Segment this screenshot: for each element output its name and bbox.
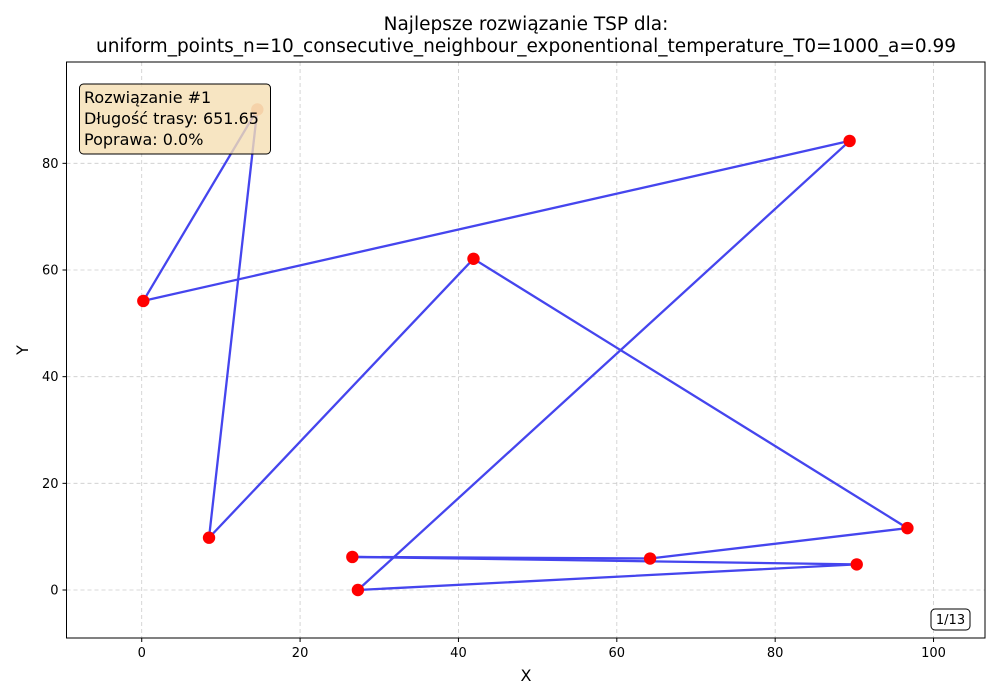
x-tick-label: 80	[767, 646, 784, 661]
x-tick-label: 40	[450, 646, 467, 661]
city-point	[467, 252, 480, 265]
city-point	[351, 583, 365, 597]
frame-counter-background	[930, 608, 971, 631]
city-point	[202, 531, 216, 544]
city-point	[137, 294, 150, 308]
info-box-background	[79, 83, 271, 155]
city-point	[643, 552, 657, 565]
y-axis-ticks: 0 20 40 60 80	[42, 157, 67, 599]
route-segment	[356, 139, 851, 592]
info-box-improvement: Poprawa: 0.0%	[84, 130, 203, 149]
route-segment	[472, 257, 909, 530]
route-segment	[207, 108, 259, 539]
x-tick-label: 60	[609, 646, 626, 661]
route-segment	[142, 139, 851, 303]
y-tick-label: 80	[42, 157, 59, 172]
info-box-length: Długość trasy: 651.65	[84, 109, 259, 128]
city-points	[137, 103, 914, 597]
frame-counter: 1/13	[930, 608, 971, 631]
chart-title-line1: Najlepsze rozwiązanie TSP dla:	[384, 14, 669, 35]
city-point	[850, 558, 863, 571]
chart-title-line2: uniform_points_n=10_consecutive_neighbou…	[96, 36, 956, 57]
y-tick-label: 60	[42, 264, 59, 279]
city-point	[843, 134, 856, 148]
city-point	[346, 550, 359, 564]
x-tick-label: 20	[292, 646, 309, 661]
route-segment	[648, 526, 909, 560]
y-tick-label: 20	[42, 477, 59, 492]
y-tick-label: 40	[42, 370, 59, 385]
route-segment	[207, 257, 475, 539]
grid	[66, 62, 985, 638]
plot-frame	[66, 61, 986, 639]
x-axis-label: X	[521, 666, 532, 685]
route-segment	[351, 555, 652, 560]
city-point	[901, 521, 914, 535]
frame-counter-text: 1/13	[936, 613, 965, 628]
x-tick-label: 100	[921, 646, 946, 661]
info-box: Rozwiązanie #1 Długość trasy: 651.65 Pop…	[79, 83, 271, 155]
y-tick-label: 0	[50, 584, 58, 599]
x-tick-label: 0	[138, 646, 146, 661]
info-box-solution: Rozwiązanie #1	[84, 88, 211, 107]
route-lines	[142, 108, 909, 592]
route-segment	[356, 563, 858, 592]
x-axis-ticks: 0 20 40 60 80 100	[138, 638, 946, 661]
y-axis-label: Y	[13, 345, 32, 356]
